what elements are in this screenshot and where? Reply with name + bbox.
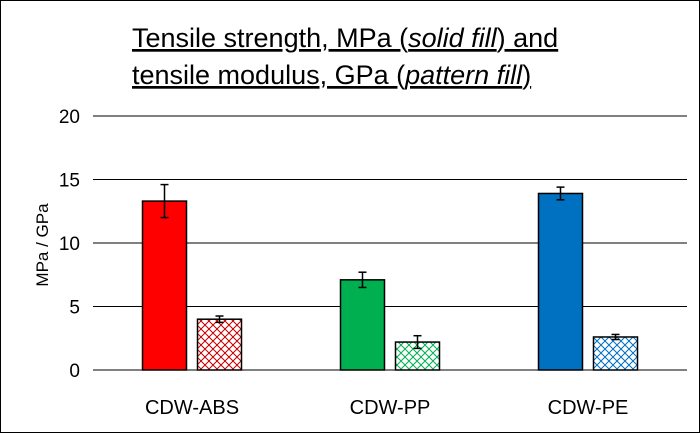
error-bar: [556, 186, 565, 201]
y-axis-ticks: 0 5 10 15 20: [59, 107, 80, 382]
modulus-bar: [196, 318, 243, 371]
gridlines: [93, 115, 687, 307]
y-tick-label: 5: [69, 298, 80, 319]
y-axis-title: MPa / GPa: [33, 203, 52, 287]
y-tick-label: 0: [69, 361, 80, 382]
x-category-label: CDW-PP: [350, 397, 431, 419]
y-tick-label: 10: [59, 234, 80, 255]
y-tick-label: 20: [59, 107, 80, 128]
error-bar: [160, 183, 169, 219]
y-tick-label: 15: [59, 171, 80, 192]
chart-title: Tensile strength, MPa (solid fill) and t…: [132, 23, 558, 90]
modulus-bar: [592, 336, 639, 371]
error-bar: [413, 334, 422, 350]
x-axis-categories: CDW-ABS CDW-PP CDW-PE: [145, 397, 628, 419]
x-category-label: CDW-ABS: [145, 397, 239, 419]
x-category-label: CDW-PE: [548, 397, 629, 419]
error-bars: [160, 183, 620, 350]
error-bar: [611, 333, 620, 341]
strength-bar: [339, 279, 386, 371]
error-bar: [358, 271, 367, 289]
chart-title-line-1: Tensile strength, MPa (solid fill) and: [132, 23, 558, 53]
bars: [141, 192, 639, 371]
strength-bar: [537, 192, 584, 371]
error-bar: [215, 315, 224, 324]
strength-bar: [141, 200, 188, 371]
chart-title-line-2: tensile modulus, GPa (pattern fill): [132, 60, 531, 90]
